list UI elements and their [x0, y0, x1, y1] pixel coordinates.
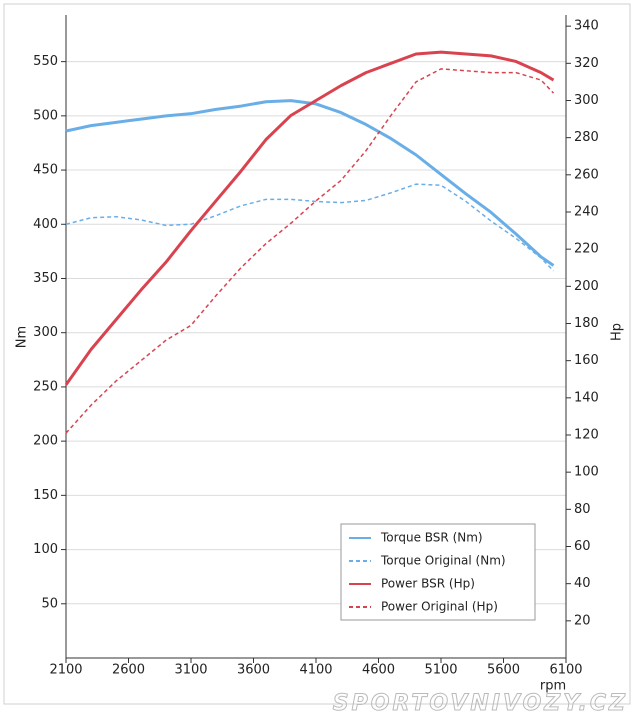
frame: [3, 3, 631, 705]
y2-tick-label: 180: [574, 316, 599, 331]
y2-tick-label: 140: [574, 390, 599, 405]
y2-tick-label: 220: [574, 242, 599, 257]
y2-axis-label: Hp: [610, 323, 625, 341]
y-tick-label: 550: [33, 54, 58, 69]
x-tick-label: 4600: [362, 663, 395, 678]
x-tick-label: 5100: [424, 663, 457, 678]
series-line: [64, 50, 555, 386]
legend-label: Power Original (Hp): [381, 600, 498, 614]
y2-tick-label: 80: [574, 502, 591, 517]
y2-tick-label: 40: [574, 576, 591, 591]
watermark: SPORTOVNIVOZY.CZ: [333, 691, 628, 716]
y2-tick-label: 160: [574, 353, 599, 368]
x-tick-label: 2100: [49, 663, 82, 678]
series-line: [65, 68, 555, 434]
series-line: [65, 99, 555, 267]
y2-tick-label: 20: [574, 613, 591, 628]
y2-tick-label: 300: [574, 93, 599, 108]
legend-label: Torque BSR (Nm): [380, 531, 483, 545]
y-tick-label: 150: [33, 488, 58, 503]
series-line: [65, 183, 555, 272]
y-tick-label: 450: [33, 163, 58, 178]
x-tick-label: 3100: [174, 663, 207, 678]
y-tick-label: 500: [33, 108, 58, 123]
x-axis-label: rpm: [540, 679, 566, 694]
legend-label: Power BSR (Hp): [381, 577, 475, 591]
x-tick-label: 3600: [237, 663, 270, 678]
y2-tick-label: 100: [574, 465, 599, 480]
y-tick-label: 100: [33, 542, 58, 557]
x-tick-label: 5600: [487, 663, 520, 678]
x-tick-label: 4100: [299, 663, 332, 678]
legend-box: [340, 523, 536, 621]
y2-tick-label: 120: [574, 427, 599, 442]
y2-tick-label: 340: [574, 19, 599, 34]
y2-tick-label: 60: [574, 539, 591, 554]
y2-tick-label: 240: [574, 204, 599, 219]
y2-tick-label: 200: [574, 279, 599, 294]
y2-tick-label: 280: [574, 130, 599, 145]
legend-label: Torque Original (Nm): [380, 554, 506, 568]
y-tick-label: 350: [33, 271, 58, 286]
y2-tick-label: 320: [574, 56, 599, 71]
y2-tick-label: 260: [574, 167, 599, 182]
x-tick-label: 2600: [112, 663, 145, 678]
y-tick-label: 250: [33, 379, 58, 394]
y-tick-label: 200: [33, 434, 58, 449]
y-tick-label: 400: [33, 217, 58, 232]
y-tick-label: 300: [33, 325, 58, 340]
y-axis-label: Nm: [15, 326, 30, 348]
y-tick-label: 50: [41, 596, 58, 611]
x-tick-label: 6100: [549, 663, 582, 678]
